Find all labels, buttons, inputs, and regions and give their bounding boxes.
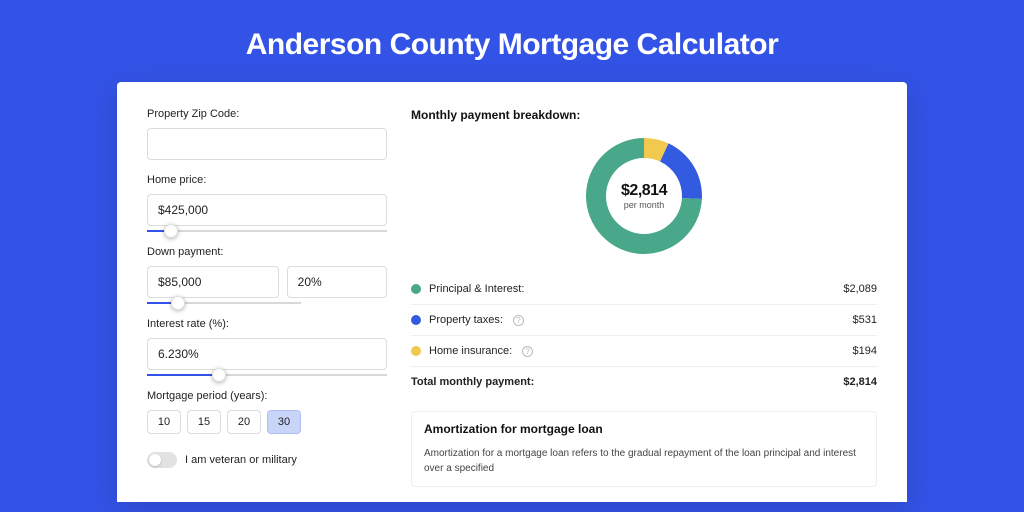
period-option-15[interactable]: 15: [187, 410, 221, 434]
donut-chart-wrap: $2,814 per month: [411, 136, 877, 256]
veteran-toggle-row: I am veteran or military: [147, 452, 387, 468]
legend-value: $531: [853, 314, 877, 326]
period-option-30[interactable]: 30: [267, 410, 301, 434]
interest-rate-input[interactable]: [147, 338, 387, 370]
period-label: Mortgage period (years):: [147, 390, 387, 402]
donut-amount: $2,814: [621, 182, 667, 200]
legend-row: Property taxes:? $531: [411, 305, 877, 336]
total-value: $2,814: [843, 376, 877, 388]
donut-sub: per month: [624, 200, 665, 210]
total-label: Total monthly payment:: [411, 376, 534, 388]
period-option-20[interactable]: 20: [227, 410, 261, 434]
home-price-field: Home price:: [147, 174, 387, 232]
interest-rate-field: Interest rate (%):: [147, 318, 387, 376]
form-column: Property Zip Code: Home price: Down paym…: [147, 108, 387, 502]
legend-value: $2,089: [843, 283, 877, 295]
home-price-label: Home price:: [147, 174, 387, 186]
down-payment-field: Down payment:: [147, 246, 387, 304]
home-price-input[interactable]: [147, 194, 387, 226]
legend-value: $194: [853, 345, 877, 357]
zip-input[interactable]: [147, 128, 387, 160]
legend-row: Principal & Interest: $2,089: [411, 274, 877, 305]
breakdown-column: Monthly payment breakdown: $2,814 per mo…: [411, 108, 877, 502]
down-payment-slider[interactable]: [147, 302, 301, 304]
veteran-toggle[interactable]: [147, 452, 177, 468]
period-field: Mortgage period (years): 10152030: [147, 390, 387, 434]
calculator-card: Property Zip Code: Home price: Down paym…: [117, 82, 907, 502]
down-payment-percent-input[interactable]: [287, 266, 387, 298]
donut-center: $2,814 per month: [584, 136, 704, 256]
info-icon[interactable]: ?: [522, 346, 533, 357]
down-payment-amount-input[interactable]: [147, 266, 279, 298]
home-price-slider[interactable]: [147, 230, 387, 232]
legend-dot: [411, 284, 421, 294]
legend-row: Home insurance:? $194: [411, 336, 877, 367]
legend-name: Home insurance:: [429, 345, 512, 357]
veteran-toggle-label: I am veteran or military: [185, 454, 297, 466]
legend-name: Principal & Interest:: [429, 283, 524, 295]
amortization-title: Amortization for mortgage loan: [424, 422, 864, 436]
donut-chart: $2,814 per month: [584, 136, 704, 256]
amortization-text: Amortization for a mortgage loan refers …: [424, 446, 864, 476]
legend-name: Property taxes:: [429, 314, 503, 326]
period-option-10[interactable]: 10: [147, 410, 181, 434]
down-payment-label: Down payment:: [147, 246, 387, 258]
legend-dot: [411, 346, 421, 356]
slider-thumb[interactable]: [164, 224, 178, 238]
slider-thumb[interactable]: [212, 368, 226, 382]
info-icon[interactable]: ?: [513, 315, 524, 326]
breakdown-title: Monthly payment breakdown:: [411, 108, 877, 122]
slider-thumb[interactable]: [171, 296, 185, 310]
interest-rate-slider[interactable]: [147, 374, 387, 376]
zip-field: Property Zip Code:: [147, 108, 387, 160]
total-row: Total monthly payment: $2,814: [411, 367, 877, 397]
legend-dot: [411, 315, 421, 325]
amortization-box: Amortization for mortgage loan Amortizat…: [411, 411, 877, 487]
toggle-knob: [149, 454, 161, 466]
interest-rate-label: Interest rate (%):: [147, 318, 387, 330]
zip-label: Property Zip Code:: [147, 108, 387, 120]
page-title: Anderson County Mortgage Calculator: [0, 0, 1024, 82]
